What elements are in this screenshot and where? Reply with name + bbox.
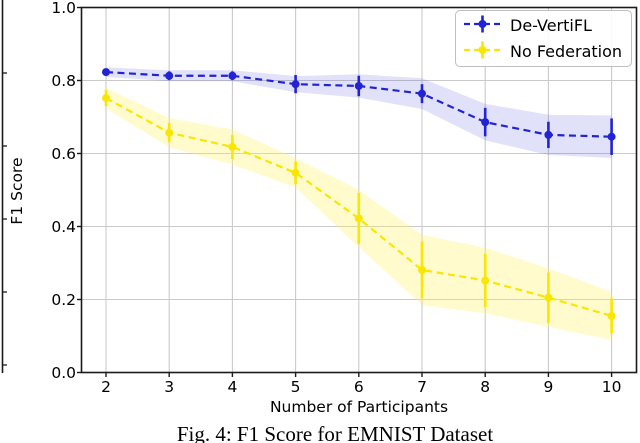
legend-marker-dot bbox=[478, 20, 487, 28]
no-federation-marker bbox=[165, 128, 174, 137]
no-federation-marker bbox=[544, 293, 553, 302]
figure-caption: Fig. 4: F1 Score for EMNIST Dataset bbox=[176, 422, 494, 443]
de-vertifl-marker bbox=[418, 89, 426, 98]
legend-label-no-federation: No Federation bbox=[510, 42, 623, 61]
de-vertifl-errorbar-line-icon bbox=[464, 13, 501, 39]
y-tick-label: 0.8 bbox=[51, 72, 76, 90]
de-vertifl-marker bbox=[354, 81, 363, 90]
x-tick-label: 9 bbox=[543, 378, 553, 396]
y-tick-label: 1.0 bbox=[51, 0, 76, 17]
no-federation-marker bbox=[102, 94, 110, 103]
x-axis-label: Number of Participants bbox=[269, 398, 449, 416]
legend-marker-dot bbox=[478, 46, 487, 54]
y-tick-label: 0.2 bbox=[51, 291, 76, 309]
no-federation-line bbox=[105, 97, 612, 317]
x-tick-label: 8 bbox=[480, 378, 490, 396]
legend-glyph-canvas bbox=[464, 41, 501, 59]
x-tick-label: 6 bbox=[354, 378, 364, 396]
de-vertifl-marker bbox=[291, 80, 300, 89]
legend-entry-de-vertifl: De-VertiFL bbox=[464, 13, 625, 39]
x-tick-label: 3 bbox=[164, 378, 174, 396]
no-federation-marker bbox=[418, 265, 426, 274]
de-vertifl-marker bbox=[481, 118, 490, 127]
de-vertifl-marker bbox=[102, 68, 110, 77]
x-tick-label: 7 bbox=[417, 378, 427, 396]
y-axis-label: F1 Score bbox=[8, 157, 26, 225]
no-federation-marker bbox=[354, 214, 363, 223]
no-federation-errorbar-line-icon bbox=[464, 39, 501, 65]
x-tick-label: 4 bbox=[227, 378, 237, 396]
no-federation-marker bbox=[228, 142, 237, 151]
y-tick-label: 0.0 bbox=[51, 364, 76, 382]
legend-glyph-canvas bbox=[464, 15, 501, 33]
x-tick-label: 5 bbox=[291, 378, 301, 396]
no-federation-marker bbox=[607, 311, 616, 320]
y-tick-label: 0.6 bbox=[51, 145, 76, 163]
legend-entry-no-federation: No Federation bbox=[464, 39, 625, 65]
de-vertifl-marker bbox=[544, 130, 553, 139]
no-federation-marker bbox=[481, 276, 490, 285]
de-vertifl-marker bbox=[165, 71, 174, 80]
de-vertifl-marker bbox=[607, 132, 616, 141]
legend: De-VertiFL No Federation bbox=[455, 10, 632, 67]
de-vertifl-marker bbox=[228, 71, 237, 80]
legend-label-de-vertifl: De-VertiFL bbox=[510, 16, 592, 35]
x-tick-label: 2 bbox=[101, 378, 111, 396]
x-tick-label: 10 bbox=[602, 378, 622, 396]
y-tick-label: 0.4 bbox=[51, 218, 76, 236]
no-federation-marker bbox=[291, 168, 300, 177]
